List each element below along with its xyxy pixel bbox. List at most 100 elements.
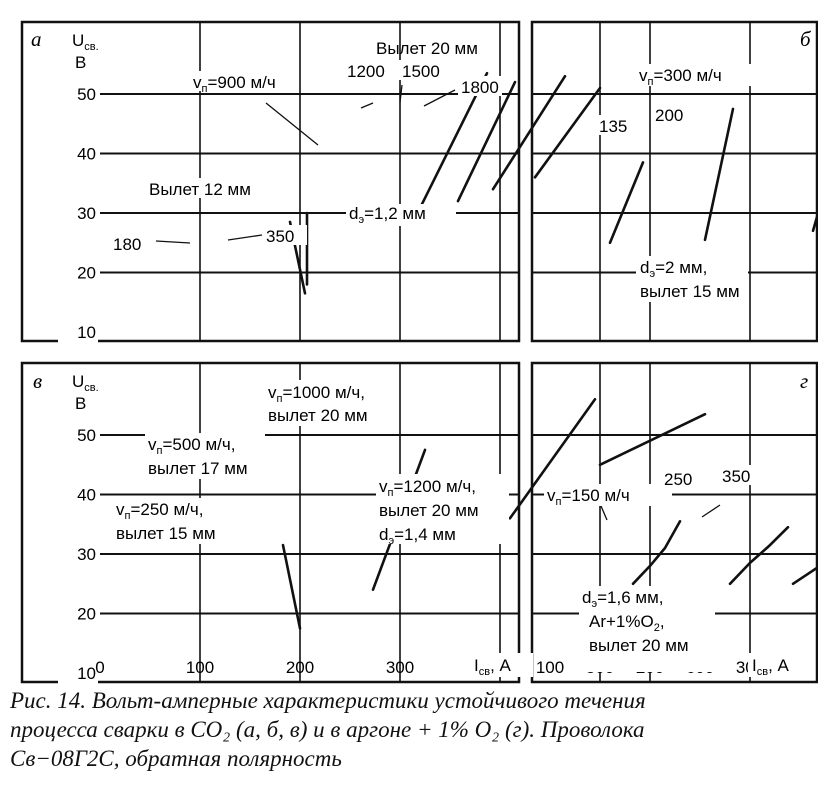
caption-line-1: Рис. 14. Вольт-амперные характеристики у… <box>10 688 646 713</box>
y-tick-bg <box>58 602 98 625</box>
svg-text:вылет 17 мм: вылет 17 мм <box>148 459 248 478</box>
figure-caption: Рис. 14. Вольт-амперные характеристики у… <box>10 686 814 773</box>
y-tick-label: 30 <box>77 204 96 223</box>
caption-line-3: Св−08Г2С, обратная полярность <box>10 746 342 771</box>
panel-letter-b: б <box>800 27 812 51</box>
y-tick-bg <box>58 261 98 284</box>
label-vp-150: vп=150 м/ч <box>544 484 672 508</box>
label-vylet-12: Вылет 12 мм <box>146 178 264 199</box>
svg-text:dэ=1,4 мм: dэ=1,4 мм <box>379 525 456 547</box>
label-350: 350 <box>263 225 307 246</box>
label-vp-900: vп=900 м/ч <box>191 71 276 95</box>
panel-g-frame <box>530 361 818 684</box>
series-line-3-0 <box>631 519 682 586</box>
panel-a-frame <box>20 20 521 343</box>
svg-text:dэ=1,2 мм: dэ=1,2 мм <box>349 204 426 226</box>
svg-text:vп=300 м/ч: vп=300 м/ч <box>639 66 722 88</box>
panel-v-frame <box>20 361 521 684</box>
series-lines <box>281 71 818 630</box>
label-vp-1200: vп=1200 м/ч, вылет 20 мм dэ=1,4 мм <box>376 474 509 547</box>
y-tick-label: 10 <box>77 664 96 683</box>
label-vp-250: vп=250 м/ч, вылет 15 мм <box>113 498 235 544</box>
label-vp-1000: vп=1000 м/ч, вылет 20 мм <box>265 380 395 426</box>
series-line-0-5 <box>533 86 602 179</box>
svg-text:vп=1200 м/ч,: vп=1200 м/ч, <box>379 477 476 499</box>
y-tick-bg <box>58 142 98 165</box>
svg-text:vп=250 м/ч,: vп=250 м/ч, <box>116 500 203 522</box>
label-de-1-6: dэ=1,6 мм, Ar+1%O2, вылет 20 мм <box>579 586 715 672</box>
x-tick-label: 300 <box>386 658 414 677</box>
y-tick-label: 30 <box>77 545 96 564</box>
y-tick-bg <box>58 83 98 105</box>
x-axis-label-g: Iсв, А <box>748 653 812 678</box>
series-line-1-1 <box>703 107 735 242</box>
series-line-3-2 <box>791 565 818 586</box>
label-135: 135 <box>597 115 637 136</box>
x-tick-label: 200 <box>286 658 314 677</box>
y-tick-bg <box>58 321 98 343</box>
y-axis-label-top: Uсв. В <box>68 29 108 73</box>
svg-text:1200: 1200 <box>347 62 385 81</box>
series-line-0-3 <box>456 80 517 203</box>
x-tick-label: 100 <box>186 658 214 677</box>
panel-letter-g: г <box>800 369 808 393</box>
svg-text:vп=150 м/ч: vп=150 м/ч <box>547 486 630 508</box>
svg-text:вылет 20 мм: вылет 20 мм <box>268 406 368 425</box>
y-tick-label: 20 <box>77 605 96 624</box>
figure: 1020304050102030405001002003004005006001… <box>20 20 818 684</box>
panel-letter-v: в <box>33 369 42 393</box>
svg-text:vп=500 м/ч,: vп=500 м/ч, <box>148 435 235 457</box>
y-tick-label: 20 <box>77 264 96 283</box>
series-line-2-2 <box>508 397 597 520</box>
label-vp-500: vп=500 м/ч, вылет 17 мм <box>145 433 265 479</box>
x-axis-label-v: Iсв, А <box>471 653 533 678</box>
y-tick-label: 10 <box>77 323 96 342</box>
svg-text:1500: 1500 <box>402 62 440 81</box>
label-1500: 1500 <box>399 60 443 81</box>
label-de-2: dэ=2 мм, вылет 15 мм <box>636 256 748 302</box>
svg-text:250: 250 <box>664 470 692 489</box>
svg-text:dэ=1,6 мм,: dэ=1,6 мм, <box>582 588 663 610</box>
svg-text:200: 200 <box>655 106 683 125</box>
panel-letter-a: а <box>31 27 42 51</box>
y-tick-label: 40 <box>77 145 96 164</box>
svg-text:вылет 15 мм: вылет 15 мм <box>640 282 740 301</box>
svg-text:vп=1000 м/ч,: vп=1000 м/ч, <box>268 383 365 405</box>
series-line-0-4 <box>491 74 567 191</box>
caption-line-2: процесса сварки в CO₂ (а, б, в) и в арго… <box>10 717 645 742</box>
label-250: 250 <box>662 468 702 489</box>
y-tick-label: 50 <box>77 426 96 445</box>
svg-text:вылет 20 мм: вылет 20 мм <box>379 501 479 520</box>
grid-lines <box>100 22 817 682</box>
label-350-g: 350 <box>720 465 760 486</box>
label-vp-300: vп=300 м/ч <box>636 64 758 88</box>
label-1800: 1800 <box>458 76 502 97</box>
label-1200: 1200 <box>344 60 388 81</box>
series-line-1-0 <box>608 161 645 245</box>
svg-text:vп=900 м/ч: vп=900 м/ч <box>193 73 276 95</box>
y-tick-bg <box>58 543 98 565</box>
svg-text:350: 350 <box>266 227 294 246</box>
svg-text:dэ=2 мм,: dэ=2 мм, <box>640 258 707 280</box>
y-tick-bg <box>58 202 98 224</box>
svg-text:В: В <box>75 53 86 72</box>
x-tick-label: 100 <box>536 658 564 677</box>
panel-b-frame <box>530 20 818 343</box>
svg-text:Вылет 12 мм: Вылет 12 мм <box>149 180 251 199</box>
svg-text:Ar+1%O2,: Ar+1%O2, <box>589 612 665 634</box>
label-vylet-20-a: Вылет 20 мм <box>376 39 478 58</box>
x-tick-label: 0 <box>95 658 104 677</box>
series-line-3-1 <box>728 525 790 586</box>
svg-text:180: 180 <box>113 235 141 254</box>
label-de-1-2: dэ=1,2 мм <box>346 204 456 226</box>
svg-text:В: В <box>75 394 86 413</box>
y-tick-label: 40 <box>77 486 96 505</box>
annotation-leaders <box>155 84 721 521</box>
svg-text:вылет 15 мм: вылет 15 мм <box>116 524 216 543</box>
y-tick-bg <box>58 662 98 684</box>
series-line-2-3 <box>598 412 707 467</box>
y-tick-label: 50 <box>77 85 96 104</box>
svg-text:вылет 20 мм: вылет 20 мм <box>589 636 689 655</box>
y-tick-bg <box>58 424 98 446</box>
label-200: 200 <box>652 104 690 125</box>
